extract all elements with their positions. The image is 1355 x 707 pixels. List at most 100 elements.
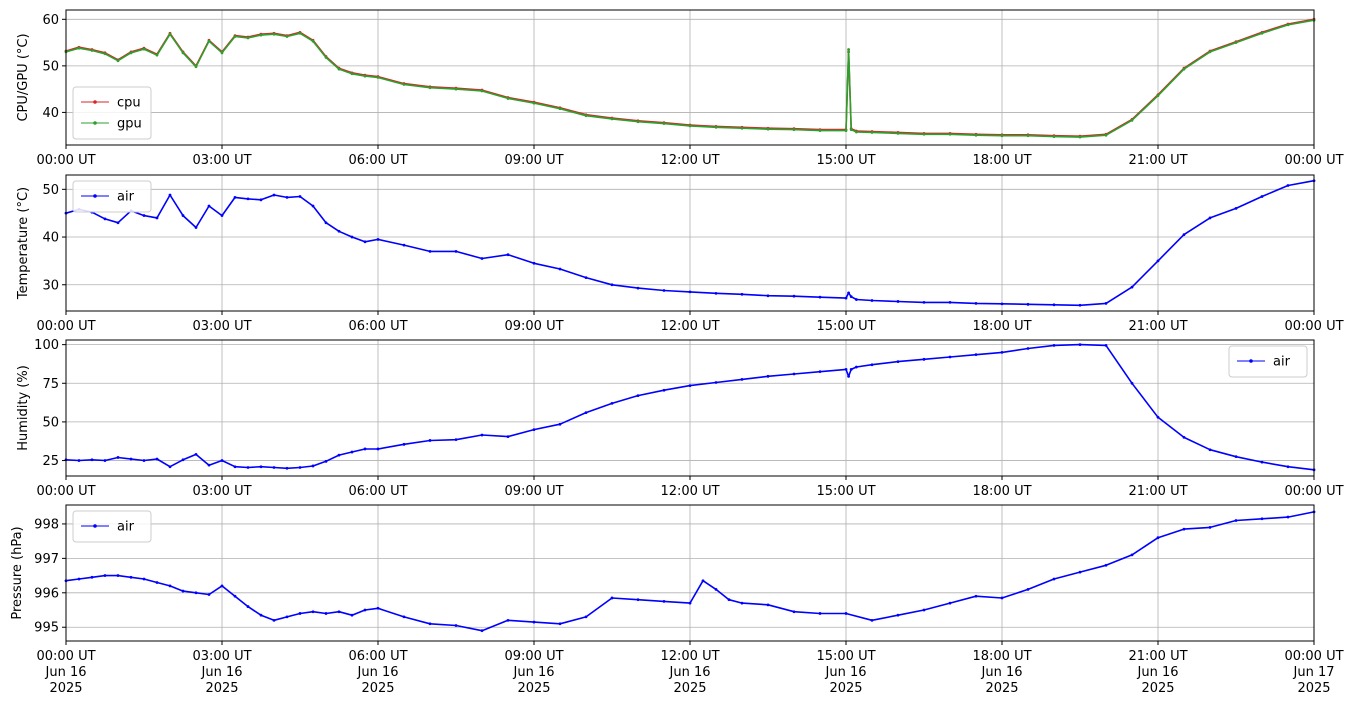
data-point-air — [220, 214, 224, 217]
data-point-air — [1182, 435, 1186, 439]
series-line-air — [65, 343, 1315, 471]
data-point-air — [324, 612, 328, 615]
data-point-air — [1260, 517, 1264, 521]
data-point-air — [870, 299, 874, 302]
x-year-label: 2025 — [829, 681, 862, 696]
data-point-air — [233, 465, 237, 469]
data-point-air — [740, 601, 744, 605]
data-point-air — [233, 594, 237, 598]
data-point-gpu — [1286, 23, 1290, 27]
data-point-gpu — [311, 39, 315, 43]
data-point-gpu — [636, 120, 640, 124]
y-tick-label: 30 — [42, 278, 59, 293]
data-point-air — [103, 217, 107, 221]
data-point-air — [259, 465, 263, 469]
data-point-gpu — [194, 65, 198, 69]
x-tick-label: 09:00 UT — [504, 649, 563, 664]
series-line-air — [65, 179, 1315, 307]
data-point-air — [181, 589, 185, 593]
data-point-gpu — [402, 83, 406, 86]
data-point-air — [1104, 344, 1108, 347]
data-point-air — [558, 422, 562, 426]
data-point-air — [844, 367, 848, 371]
data-point-air — [847, 374, 850, 378]
data-point-air — [792, 610, 796, 614]
data-point-gpu — [142, 47, 146, 51]
data-point-air — [194, 452, 198, 456]
data-point-air — [1078, 303, 1082, 307]
data-point-air — [1156, 259, 1160, 263]
data-point-gpu — [1182, 67, 1186, 71]
data-point-gpu — [766, 127, 770, 131]
legend: air — [1228, 345, 1308, 378]
data-point-air — [766, 374, 770, 378]
y-tick-label: 998 — [34, 517, 59, 532]
data-point-air — [506, 618, 510, 622]
data-point-air — [129, 575, 133, 579]
x-date-label: Jun 16 — [981, 665, 1023, 680]
data-point-air — [1104, 301, 1108, 305]
data-point-air — [636, 286, 640, 290]
data-point-air — [311, 610, 315, 614]
data-point-gpu — [324, 56, 328, 59]
data-point-air — [155, 457, 159, 461]
data-point-gpu — [363, 74, 367, 78]
y-axis-label: Pressure (hPa) — [10, 526, 25, 619]
data-point-gpu — [818, 129, 822, 132]
data-point-air — [818, 295, 822, 299]
data-point-air — [584, 411, 588, 415]
data-point-air — [870, 363, 874, 367]
data-point-air — [818, 370, 822, 374]
legend-box — [72, 510, 152, 543]
legend-box — [72, 86, 152, 140]
data-point-air — [233, 196, 237, 199]
data-point-air — [129, 457, 133, 461]
y-tick-label: 40 — [42, 106, 59, 121]
data-point-air — [428, 622, 432, 626]
data-point-air — [480, 433, 484, 437]
data-point-gpu — [77, 46, 81, 50]
data-point-air — [727, 598, 731, 602]
data-point-air — [350, 613, 354, 617]
data-point-air — [207, 463, 211, 467]
data-point-air — [558, 622, 562, 626]
data-point-gpu — [688, 124, 692, 128]
data-point-gpu — [506, 97, 510, 100]
data-point-air — [1234, 455, 1238, 459]
x-date-label: Jun 16 — [1137, 665, 1179, 680]
x-tick-label: 12:00 UT — [660, 319, 719, 334]
data-point-gpu — [220, 51, 224, 55]
data-point-air — [285, 196, 289, 199]
x-tick-label: 21:00 UT — [1128, 649, 1187, 664]
data-point-gpu — [298, 31, 302, 35]
data-point-air — [714, 291, 718, 295]
data-point-air — [506, 435, 510, 438]
data-point-air — [454, 624, 458, 627]
data-point-air — [181, 458, 185, 462]
legend-box — [72, 180, 152, 213]
data-point-air — [662, 289, 666, 292]
data-point-air — [272, 466, 276, 469]
data-point-air — [849, 367, 853, 371]
data-point-air — [116, 574, 120, 577]
data-point-air — [103, 459, 107, 462]
data-point-air — [1208, 448, 1212, 452]
y-tick-label: 996 — [34, 586, 59, 601]
data-point-air — [1156, 415, 1160, 419]
data-point-gpu — [847, 48, 850, 51]
data-point-air — [610, 596, 614, 600]
data-point-gpu — [1208, 50, 1212, 54]
data-point-gpu — [792, 128, 796, 132]
data-point-gpu — [129, 51, 133, 55]
y-tick-label: 50 — [42, 183, 59, 198]
data-point-gpu — [480, 89, 484, 93]
x-date-label: Jun 16 — [669, 665, 711, 680]
data-point-air — [896, 613, 900, 617]
data-point-air — [1000, 596, 1004, 600]
x-tick-label: 06:00 UT — [348, 484, 407, 499]
data-point-air — [870, 618, 874, 622]
data-point-air — [584, 276, 588, 279]
data-point-air — [220, 459, 224, 462]
data-point-air — [636, 394, 640, 398]
